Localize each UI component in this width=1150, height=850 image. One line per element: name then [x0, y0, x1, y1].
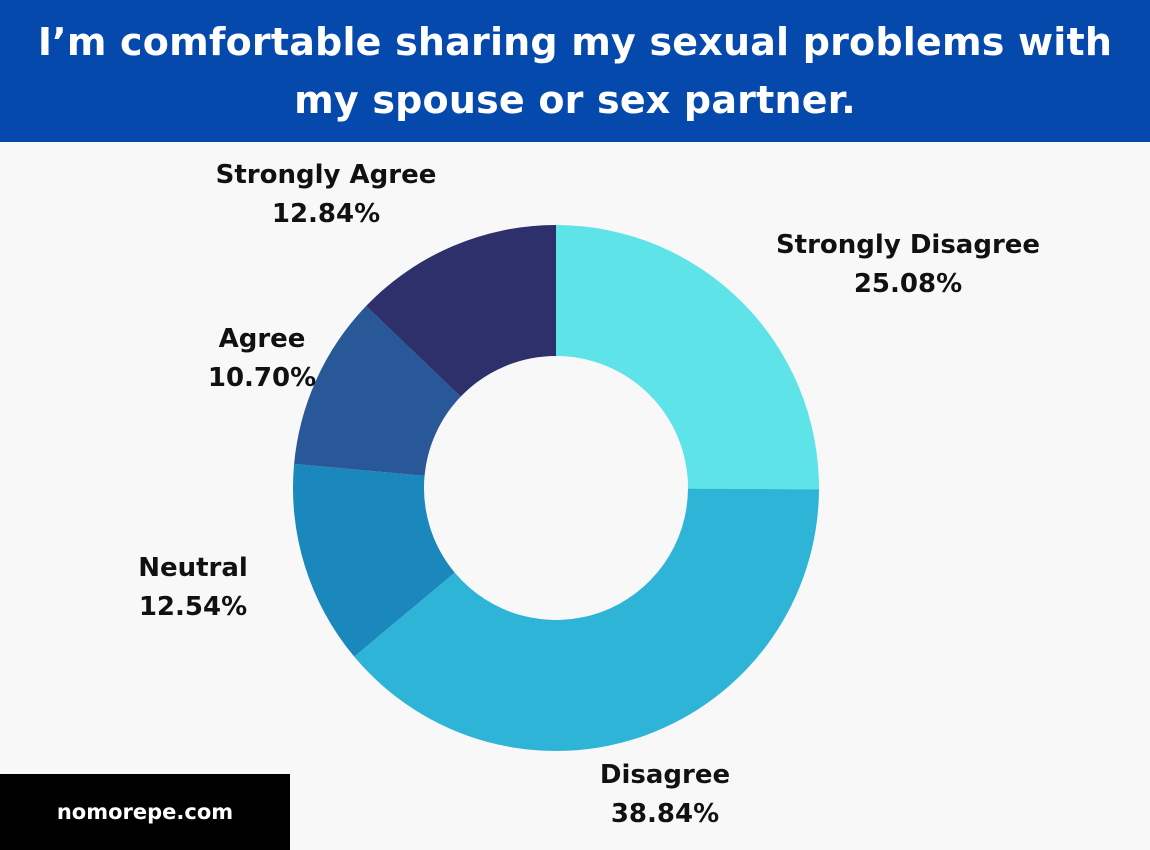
site-badge: nomorepe.com — [0, 774, 290, 850]
category-name: Strongly Disagree — [775, 230, 1041, 260]
donut-chart — [293, 225, 819, 752]
label-disagree: Disagree 38.84% — [600, 756, 730, 834]
category-name: Neutral — [138, 553, 248, 583]
category-name: Strongly Agree — [215, 160, 437, 190]
category-name: Agree — [218, 324, 306, 354]
slice-disagree — [354, 488, 819, 752]
category-value: 12.84% — [271, 199, 381, 229]
slice-agree — [294, 306, 461, 476]
label-agree: Agree 10.70% — [208, 320, 316, 398]
slice-neutral — [293, 463, 455, 657]
label-neutral: Neutral 12.54% — [138, 549, 248, 627]
label-strongly-agree: Strongly Agree 12.84% — [216, 156, 437, 234]
category-value: 38.84% — [610, 799, 720, 829]
slice-strongly-disagree — [556, 225, 819, 490]
category-value: 25.08% — [853, 269, 963, 299]
label-strongly-disagree: Strongly Disagree 25.08% — [776, 226, 1040, 304]
chart-title: I’m comfortable sharing my sexual proble… — [37, 20, 1113, 122]
title-banner: I’m comfortable sharing my sexual proble… — [0, 0, 1150, 142]
category-name: Disagree — [599, 760, 731, 790]
chart-area: Strongly Disagree 25.08% Disagree 38.84% Neu… — [0, 142, 1150, 850]
site-url: nomorepe.com — [56, 800, 234, 824]
slice-strongly-agree — [366, 225, 556, 397]
category-value: 12.54% — [138, 592, 248, 622]
category-value: 10.70% — [207, 363, 317, 393]
